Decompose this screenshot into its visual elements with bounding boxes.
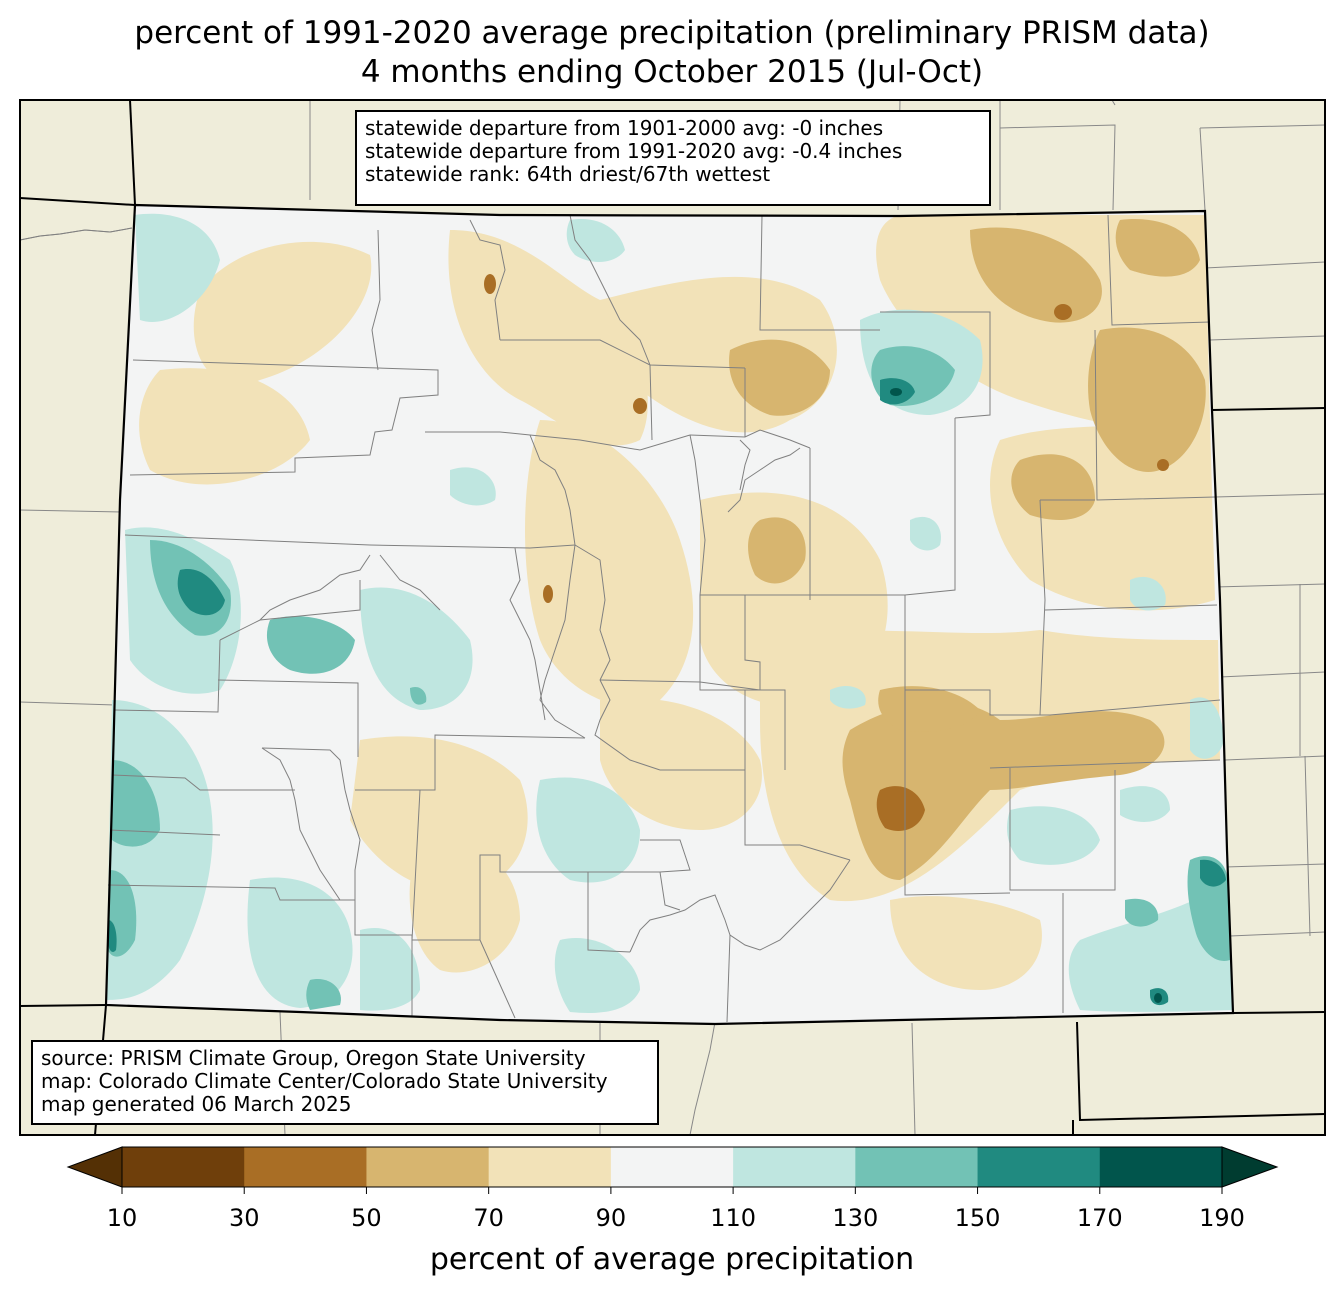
source-box: source: PRISM Climate Group, Oregon Stat… bbox=[31, 1040, 659, 1125]
neighbor-state-borders bbox=[19, 99, 1326, 1136]
colorado-state-border bbox=[104, 203, 1235, 1026]
colorbar-under-arrow bbox=[66, 1146, 123, 1188]
colorbar-tick-label: 110 bbox=[710, 1204, 757, 1232]
colorbar-bin-4 bbox=[610, 1147, 734, 1187]
stats-line-1991-2020: statewide departure from 1991-2020 avg: … bbox=[365, 139, 903, 163]
map-title-line1: percent of 1991-2020 average precipitati… bbox=[134, 15, 1210, 51]
map-title-line2: 4 months ending October 2015 (Jul-Oct) bbox=[360, 54, 984, 90]
stats-line-1980-2010: statewide departure from 1901-2000 avg: … bbox=[365, 116, 884, 140]
colorbar-tick-label: 30 bbox=[228, 1204, 260, 1232]
precip-wet-strong bbox=[108, 378, 1226, 1006]
precip-dry-strong bbox=[484, 274, 1169, 831]
colorbar-tick-label: 10 bbox=[106, 1204, 138, 1232]
county-boundaries bbox=[107, 214, 1221, 1023]
stats-line-rank: statewide rank: 64th driest/67th wettest bbox=[365, 162, 771, 186]
precip-wet-extreme bbox=[890, 388, 1162, 1003]
colorbar-over-arrow bbox=[1221, 1146, 1279, 1188]
colorbar-bin-1 bbox=[244, 1147, 367, 1187]
colorbar bbox=[66, 1146, 1279, 1194]
source-line: source: PRISM Climate Group, Oregon Stat… bbox=[41, 1046, 586, 1070]
colorbar-tick-label: 150 bbox=[954, 1204, 1001, 1232]
colorbar-bin-5 bbox=[733, 1147, 856, 1187]
generated-date-line: map generated 06 March 2025 bbox=[41, 1092, 352, 1116]
map-credit-line: map: Colorado Climate Center/Colorado St… bbox=[41, 1069, 608, 1093]
colorbar-tick-label: 170 bbox=[1076, 1204, 1123, 1232]
colorbar-border bbox=[121, 1146, 1223, 1188]
colorbar-bin-7 bbox=[977, 1147, 1101, 1187]
colorbar-bin-0 bbox=[122, 1147, 245, 1187]
colorbar-bin-3 bbox=[488, 1147, 612, 1187]
colorbar-tick-label: 130 bbox=[832, 1204, 879, 1232]
colorbar-bin-2 bbox=[366, 1147, 490, 1187]
colorbar-tick-label: 90 bbox=[595, 1204, 627, 1232]
colorbar-bin-8 bbox=[1099, 1147, 1223, 1187]
map-frame bbox=[19, 99, 1326, 1136]
colorbar-bin-6 bbox=[855, 1147, 979, 1187]
precip-dry-medium bbox=[729, 219, 1206, 880]
colorbar-tick-label: 190 bbox=[1199, 1204, 1245, 1232]
colorbar-tick-label: 50 bbox=[351, 1204, 382, 1232]
colorbar-tick-label: 70 bbox=[473, 1204, 504, 1232]
statewide-stats-box: statewide departure from 1901-2000 avg: … bbox=[355, 110, 991, 206]
colorbar-label: percent of average precipitation bbox=[429, 1242, 915, 1277]
meandering-boundaries bbox=[19, 214, 851, 953]
